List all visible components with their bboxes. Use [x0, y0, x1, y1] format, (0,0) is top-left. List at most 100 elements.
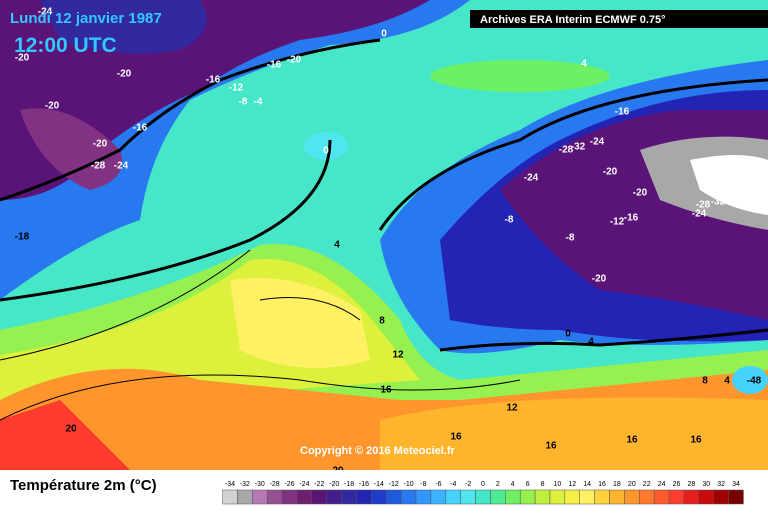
contour-label: -20	[603, 167, 618, 178]
legend-tick-label: 6	[526, 481, 530, 488]
contour-label: -36	[736, 161, 751, 172]
legend-tick-label: -8	[420, 481, 426, 488]
map-date: Lundi 12 janvier 1987	[10, 10, 162, 27]
legend-swatch	[505, 489, 521, 505]
legend-swatch	[594, 489, 610, 505]
contour-labels: -24 -20 -20 -16 -16 -20 -12 -8 -4 -20 -16 -20 -28 -24…	[15, 7, 762, 477]
contour-label: 0	[323, 146, 329, 157]
contour-label: 12	[392, 350, 404, 361]
legend-swatch	[713, 489, 729, 505]
legend-swatch	[266, 489, 283, 505]
legend-tick-label: -32	[240, 481, 250, 488]
legend-tick-label: 12	[568, 481, 576, 488]
contour-label: -32	[571, 142, 586, 153]
contour-label: -20	[287, 55, 302, 66]
legend-swatch	[415, 489, 432, 505]
legend-swatch	[490, 489, 506, 505]
contour-label: -20	[633, 188, 648, 199]
source-box	[470, 10, 768, 28]
legend-swatch	[549, 489, 566, 505]
legend-tick-label: -20	[329, 481, 339, 488]
contour-label: -8	[566, 233, 575, 244]
legend-tick-label: 10	[554, 481, 562, 488]
contour-label: -48	[747, 376, 762, 387]
contour-label: -16	[615, 107, 630, 118]
contour-label: 20	[65, 424, 77, 435]
contour-label: -12	[610, 217, 625, 228]
contour-label: 4	[724, 376, 730, 387]
contour-label: 8	[379, 316, 385, 327]
legend-swatch	[579, 489, 595, 505]
contour-label: -32	[711, 197, 726, 208]
legend-swatch	[356, 489, 372, 505]
contour-label: -16	[206, 75, 221, 86]
contour-label: 0	[381, 29, 387, 40]
legend-tick-label: 30	[702, 481, 710, 488]
contour-label: -20	[592, 274, 607, 285]
contour-label: -24	[590, 137, 605, 148]
legend-swatch	[430, 489, 447, 505]
legend-swatch	[326, 489, 342, 505]
legend-swatch	[668, 489, 685, 505]
legend-swatch	[296, 489, 313, 505]
legend-tick-label: -26	[284, 481, 294, 488]
legend-tick-label: 0	[481, 481, 485, 488]
contour-label: 4	[334, 240, 340, 251]
legend-swatch	[311, 489, 327, 505]
legend-swatch	[519, 489, 536, 505]
legend-swatch	[400, 489, 417, 505]
contour-label: -24	[114, 161, 129, 172]
copyright: Copyright © 2016 Meteociel.fr	[300, 445, 456, 457]
legend-tick-label: 14	[583, 481, 591, 488]
map-time: 12:00 UTC	[14, 34, 117, 57]
contour-label: 4	[588, 337, 594, 348]
contour-label: 16	[545, 441, 557, 452]
legend-tick-label: 28	[687, 481, 695, 488]
contour-label: -28	[559, 145, 574, 156]
contour-label: -12	[229, 83, 244, 94]
legend-tick-label: -34	[225, 481, 235, 488]
contour-label: 16	[690, 435, 702, 446]
legend-tick-label: -6	[435, 481, 441, 488]
contour-label: -20	[93, 139, 108, 150]
legend-swatch	[728, 489, 744, 505]
legend-tick-label: -14	[374, 481, 384, 488]
legend-tick-label: -24	[299, 481, 309, 488]
contour-label: 8	[702, 376, 708, 387]
legend-swatch	[386, 489, 402, 505]
legend-tick-label: 2	[496, 481, 500, 488]
legend-swatch	[639, 489, 655, 505]
contour-label: 4	[581, 59, 587, 70]
legend-tick-label: 26	[673, 481, 681, 488]
contour-label: -8	[505, 215, 514, 226]
legend-swatch	[698, 489, 714, 505]
legend-tick-label: 18	[613, 481, 621, 488]
contour-label: -24	[692, 209, 707, 220]
legend-tick-label: -12	[389, 481, 399, 488]
contour-label: -20	[15, 53, 30, 64]
contour-label: 16	[450, 432, 462, 443]
legend-tick-label: 16	[598, 481, 606, 488]
contour-label: -16	[624, 213, 639, 224]
contour-label: -16	[267, 60, 282, 71]
legend-tick-label: 4	[511, 481, 515, 488]
legend-tick-label: -28	[270, 481, 280, 488]
legend-swatch	[624, 489, 640, 505]
contour-label: -16	[133, 123, 148, 134]
legend-title: Température 2m (°C)	[10, 477, 157, 494]
legend-swatch	[281, 489, 298, 505]
legend-swatch	[475, 489, 491, 505]
contour-label: -24	[38, 7, 53, 18]
contour-label: -28	[91, 161, 106, 172]
contour-label: 12	[506, 403, 518, 414]
legend-tick-label: 32	[717, 481, 725, 488]
legend-swatch	[222, 489, 238, 505]
legend-swatch	[252, 489, 268, 505]
legend-tick-label: 8	[541, 481, 545, 488]
contour-label: -8	[239, 97, 248, 108]
legend-tick-label: 22	[643, 481, 651, 488]
contour-label: -18	[15, 232, 30, 243]
contour-label: -4	[254, 97, 263, 108]
legend-tick-label: 24	[658, 481, 666, 488]
legend-tick-label: -18	[344, 481, 354, 488]
